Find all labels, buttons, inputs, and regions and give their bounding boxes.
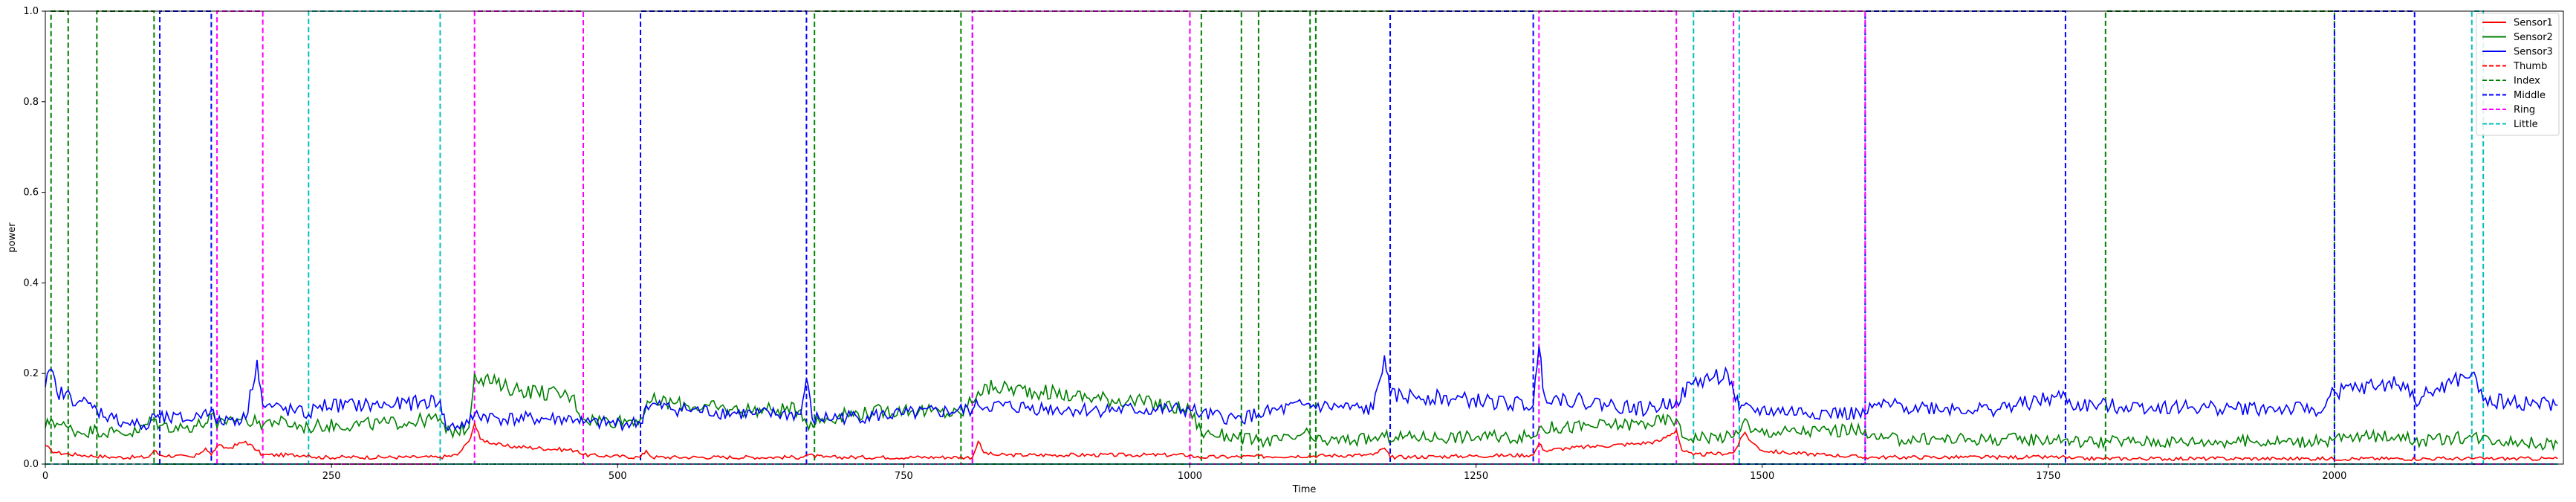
x-axis-label: Time <box>1292 484 1317 495</box>
legend-label: Sensor3 <box>2514 47 2553 58</box>
sensor-line-sensor1 <box>45 421 2558 462</box>
x-tick-label: 1750 <box>2036 471 2060 482</box>
legend-label: Sensor1 <box>2514 18 2553 29</box>
legend-box <box>2476 13 2560 136</box>
plot-frame <box>45 10 2564 465</box>
y-axis: 0.0 0.2 0.4 0.6 0.8 1.0 <box>23 6 45 470</box>
legend-label: Sensor2 <box>2514 32 2553 43</box>
legend-label: Middle <box>2514 90 2546 101</box>
x-tick-label: 750 <box>895 471 913 482</box>
x-tick-label: 0 <box>42 471 48 482</box>
legend-label: Ring <box>2514 105 2535 116</box>
legend-label: Little <box>2514 119 2538 130</box>
sensor-series-group <box>45 346 2558 462</box>
x-tick-label: 2000 <box>2322 471 2346 482</box>
plot-area <box>45 10 2564 465</box>
y-tick-label: 0.8 <box>23 97 39 108</box>
x-tick-label: 500 <box>609 471 627 482</box>
y-axis-label: power <box>7 222 18 253</box>
y-tick-label: 1.0 <box>23 6 39 17</box>
legend: Sensor1 Sensor2 Sensor3 Thumb Index Middle Rin… <box>2476 13 2560 136</box>
legend-label: Index <box>2514 76 2540 87</box>
legend-label: Thumb <box>2513 61 2547 72</box>
sensor-line-sensor3 <box>45 346 2558 432</box>
x-tick-label: 250 <box>322 471 341 482</box>
y-tick-label: 0.6 <box>23 187 39 199</box>
y-tick-label: 0.4 <box>23 277 39 289</box>
y-tick-label: 0.2 <box>23 368 39 379</box>
x-tick-label: 1250 <box>1464 471 1488 482</box>
y-tick-label: 0.0 <box>23 459 39 470</box>
x-tick-label: 1000 <box>1178 471 1202 482</box>
x-tick-label: 1500 <box>1750 471 1774 482</box>
x-axis: 0 250 500 750 1000 1250 1500 1750 2000 <box>42 464 2346 482</box>
